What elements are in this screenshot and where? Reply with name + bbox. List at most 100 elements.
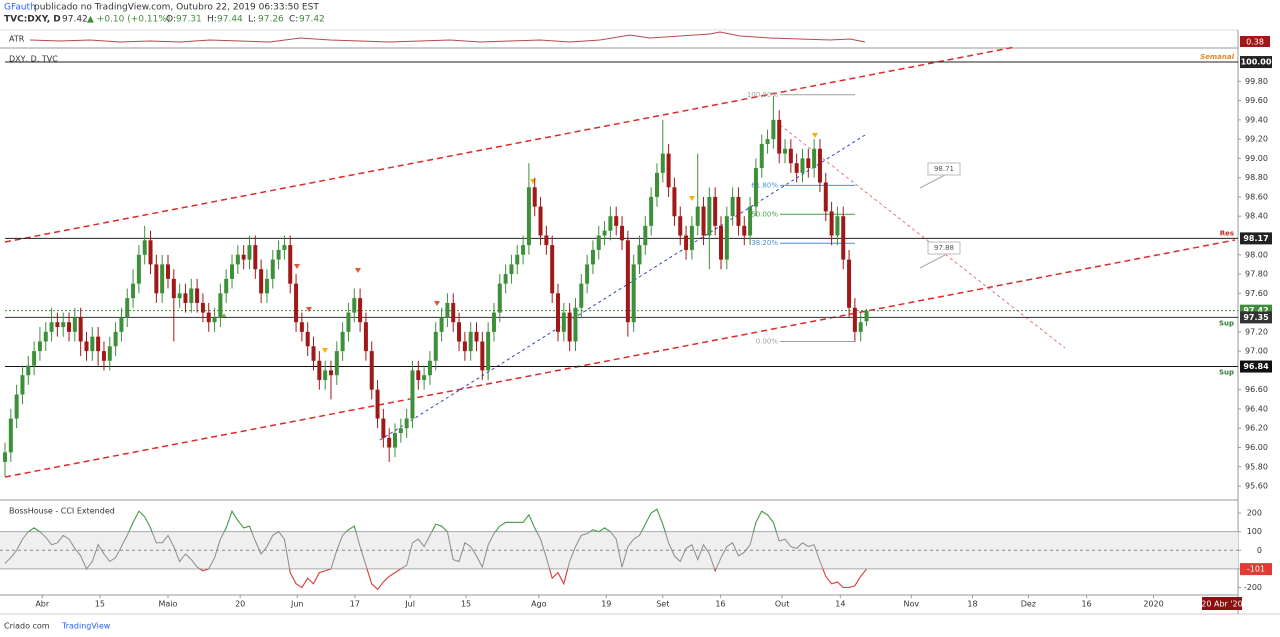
candle-body [468, 331, 473, 352]
candle-body [32, 351, 37, 366]
ohlc-label: O: [166, 15, 176, 25]
candle-body [643, 225, 648, 246]
level-box [1240, 311, 1272, 324]
candle-body [136, 254, 141, 284]
y-tick-label: 99.80 [1245, 77, 1268, 86]
candle-body [532, 187, 537, 207]
candle-body [177, 293, 182, 299]
candle-body [835, 216, 840, 236]
candle-body [672, 187, 677, 217]
candle-body [864, 310, 869, 322]
candle-body [154, 264, 159, 294]
ohlc-value: 97.26 [258, 15, 284, 25]
candle-body [317, 360, 322, 381]
channel-upper [4, 46, 1016, 243]
atr-title: ATR [9, 35, 25, 44]
y-tick-label: 95.80 [1245, 462, 1268, 471]
x-tick-label: 19 [601, 600, 611, 609]
level-tag: Sup [1219, 319, 1234, 327]
candle-body [556, 293, 561, 332]
candle-body [620, 225, 625, 241]
footer-brand[interactable]: TradingView [61, 622, 111, 631]
marker [689, 196, 695, 201]
x-tick-label: 17 [350, 600, 360, 609]
candle-body [753, 168, 758, 207]
candle-body [451, 302, 456, 323]
x-tick-label: Dez [1021, 600, 1036, 609]
candle-body [49, 322, 54, 332]
candle-body [101, 351, 106, 361]
footer-created: Criado com [4, 622, 50, 631]
date-label: 20 Abr '20 [1201, 600, 1242, 609]
x-tick-label: 16 [715, 600, 725, 609]
level-tag: Semanal [1200, 53, 1235, 61]
x-tick-label: Out [775, 600, 790, 609]
y-tick-label: 99.40 [1245, 115, 1268, 124]
callout-label: 98.71 [934, 165, 954, 173]
atr-line [29, 31, 866, 43]
cci-value: -101 [1247, 565, 1265, 574]
header: GFauth publicado no TradingView.com, Out… [4, 3, 325, 25]
y-tick-label: 97.20 [1245, 327, 1268, 336]
candle-body [538, 206, 543, 236]
candle-body [67, 322, 72, 332]
candle-body [3, 452, 7, 462]
change: ▲ +0.10 (+0.11%) [87, 15, 170, 25]
last-price: 97.42 [62, 15, 88, 25]
y-tick-label: 97.00 [1245, 347, 1268, 356]
candle-body [765, 139, 770, 144]
candle-body [235, 254, 240, 265]
ohlc-value: 97.31 [176, 15, 202, 25]
callout-label: 97.88 [934, 244, 954, 252]
candle-body [26, 365, 31, 376]
candle-body [486, 331, 491, 371]
cci-tick-label: 100 [1247, 527, 1262, 536]
marker [294, 264, 300, 269]
candle-body [165, 264, 170, 279]
ohlc-label: L: [248, 15, 256, 25]
cci-value-box [1240, 563, 1272, 576]
marker [434, 301, 440, 306]
candle-body [381, 418, 386, 438]
candle-body [521, 245, 526, 255]
candle-body [497, 283, 502, 313]
candle-body [457, 322, 462, 342]
y-tick-label: 98.00 [1245, 250, 1268, 259]
candle-body [55, 322, 60, 328]
candle-body [241, 254, 246, 260]
candle-body [270, 259, 275, 279]
candle-body [561, 312, 566, 332]
candle-body [800, 158, 805, 173]
candle-body [585, 264, 590, 284]
candle-body [259, 269, 264, 294]
candle-body [462, 341, 467, 352]
cci-tick-label: 200 [1247, 509, 1262, 518]
fib-label: 50.00% [751, 210, 778, 218]
marker [306, 307, 312, 312]
candle-body [689, 225, 694, 250]
marker [812, 133, 818, 138]
candle-body [288, 245, 293, 284]
y-tick-label: 96.20 [1245, 424, 1268, 433]
candle-body [84, 341, 89, 352]
candle-body [72, 317, 77, 332]
x-tick-label: Ago [531, 600, 547, 609]
x-tick-label: 18 [967, 600, 977, 609]
candle-body [794, 163, 799, 173]
candle-body [427, 360, 432, 376]
candle-body [78, 317, 83, 342]
cci-line-overbought [27, 508, 777, 532]
candle-body [171, 278, 176, 299]
candle-body [614, 216, 619, 226]
candle-body [96, 336, 101, 352]
author[interactable]: GFauth [4, 3, 36, 13]
candle-body [363, 322, 368, 352]
x-tick-label: 15 [95, 600, 105, 609]
candle-body [422, 375, 427, 381]
candle-body [550, 245, 555, 294]
ohlc-value: 97.42 [299, 15, 325, 25]
candle-body [14, 394, 19, 419]
level-label: 100.00 [1241, 58, 1272, 67]
candle-body [596, 235, 601, 250]
